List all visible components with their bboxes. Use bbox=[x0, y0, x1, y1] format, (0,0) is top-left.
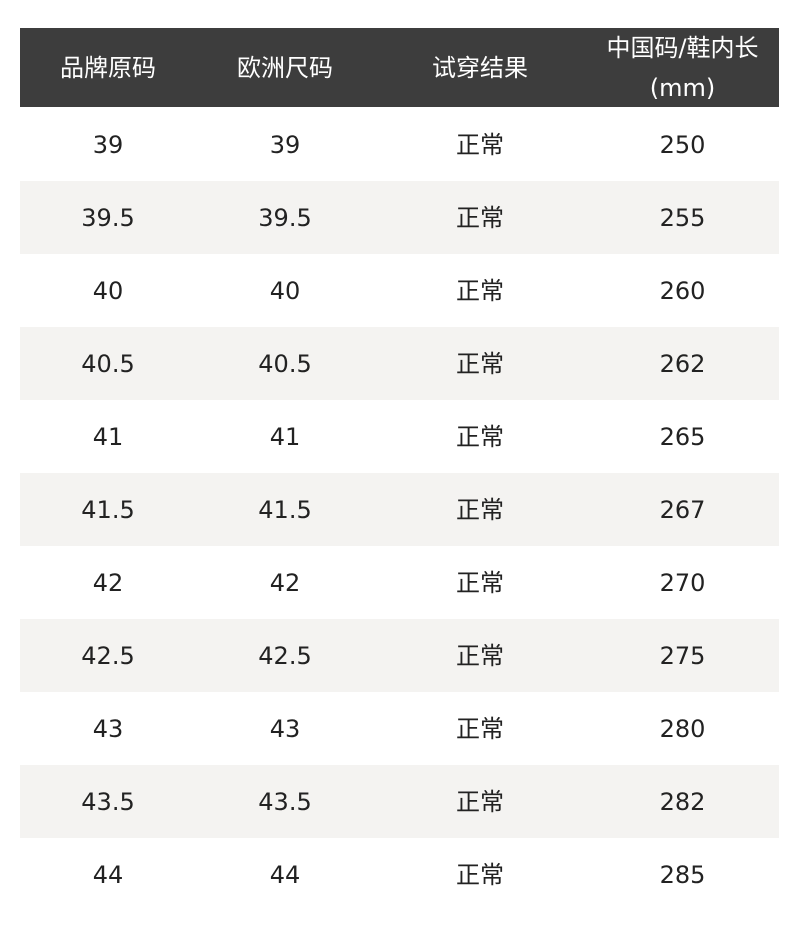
table-cell: 39 bbox=[92, 130, 124, 159]
table-cell: 260 bbox=[659, 276, 706, 305]
table-row: 41.5 41.5 正常 267 bbox=[20, 473, 779, 546]
size-table: 品牌原码 欧洲尺码 试穿结果 中国码/鞋内长 (mm) 39 39 正常 250 39.5 39.… bbox=[20, 28, 779, 911]
table-cell: 40.5 bbox=[81, 349, 135, 378]
table-cell: 正常 bbox=[456, 641, 504, 670]
table-cell: 正常 bbox=[456, 276, 504, 305]
table-cell: 250 bbox=[659, 130, 706, 159]
table-cell: 267 bbox=[659, 495, 706, 524]
table-cell: 41 bbox=[269, 422, 301, 451]
table-row: 44 44 正常 285 bbox=[20, 838, 779, 911]
table-cell: 42 bbox=[269, 568, 301, 597]
table-row: 40 40 正常 260 bbox=[20, 254, 779, 327]
table-cell: 40.5 bbox=[258, 349, 312, 378]
table-row: 39 39 正常 250 bbox=[20, 108, 779, 181]
table-cell: 42.5 bbox=[81, 641, 135, 670]
table-cell: 275 bbox=[659, 641, 706, 670]
table-cell: 285 bbox=[659, 860, 706, 889]
table-row: 43 43 正常 280 bbox=[20, 692, 779, 765]
header-cell: 欧洲尺码 bbox=[237, 53, 333, 82]
table-row: 39.5 39.5 正常 255 bbox=[20, 181, 779, 254]
table-cell: 42 bbox=[92, 568, 124, 597]
table-cell: 43 bbox=[92, 714, 124, 743]
table-cell: 41.5 bbox=[81, 495, 135, 524]
table-cell: 40 bbox=[92, 276, 124, 305]
table-cell: 40 bbox=[269, 276, 301, 305]
table-cell: 正常 bbox=[456, 714, 504, 743]
table-cell: 39.5 bbox=[258, 203, 312, 232]
table-row: 42 42 正常 270 bbox=[20, 546, 779, 619]
table-cell: 39 bbox=[269, 130, 301, 159]
header-cell: 试穿结果 bbox=[432, 53, 528, 82]
table-cell: 282 bbox=[659, 787, 706, 816]
table-cell: 280 bbox=[659, 714, 706, 743]
table-cell: 43 bbox=[269, 714, 301, 743]
table-cell: 262 bbox=[659, 349, 706, 378]
table-cell: 44 bbox=[269, 860, 301, 889]
table-cell: 正常 bbox=[456, 495, 504, 524]
header-cell: 品牌原码 bbox=[60, 53, 156, 82]
table-cell: 正常 bbox=[456, 422, 504, 451]
table-cell: 正常 bbox=[456, 349, 504, 378]
table-row: 40.5 40.5 正常 262 bbox=[20, 327, 779, 400]
table-row: 41 41 正常 265 bbox=[20, 400, 779, 473]
table-cell: 41.5 bbox=[258, 495, 312, 524]
table-cell: 43.5 bbox=[258, 787, 312, 816]
table-row: 43.5 43.5 正常 282 bbox=[20, 765, 779, 838]
table-cell: 43.5 bbox=[81, 787, 135, 816]
table-cell: 39.5 bbox=[81, 203, 135, 232]
table-row: 42.5 42.5 正常 275 bbox=[20, 619, 779, 692]
table-cell: 41 bbox=[92, 422, 124, 451]
table-cell: 正常 bbox=[456, 568, 504, 597]
table-cell: 255 bbox=[659, 203, 706, 232]
table-cell: 265 bbox=[659, 422, 706, 451]
header-cell: 中国码/鞋内长 (mm) bbox=[606, 33, 759, 102]
table-cell: 44 bbox=[92, 860, 124, 889]
table-cell: 正常 bbox=[456, 203, 504, 232]
table-cell: 正常 bbox=[456, 130, 504, 159]
table-cell: 正常 bbox=[456, 860, 504, 889]
table-cell: 270 bbox=[659, 568, 706, 597]
table-cell: 42.5 bbox=[258, 641, 312, 670]
table-cell: 正常 bbox=[456, 787, 504, 816]
header-row: 品牌原码 欧洲尺码 试穿结果 中国码/鞋内长 (mm) bbox=[20, 28, 779, 107]
